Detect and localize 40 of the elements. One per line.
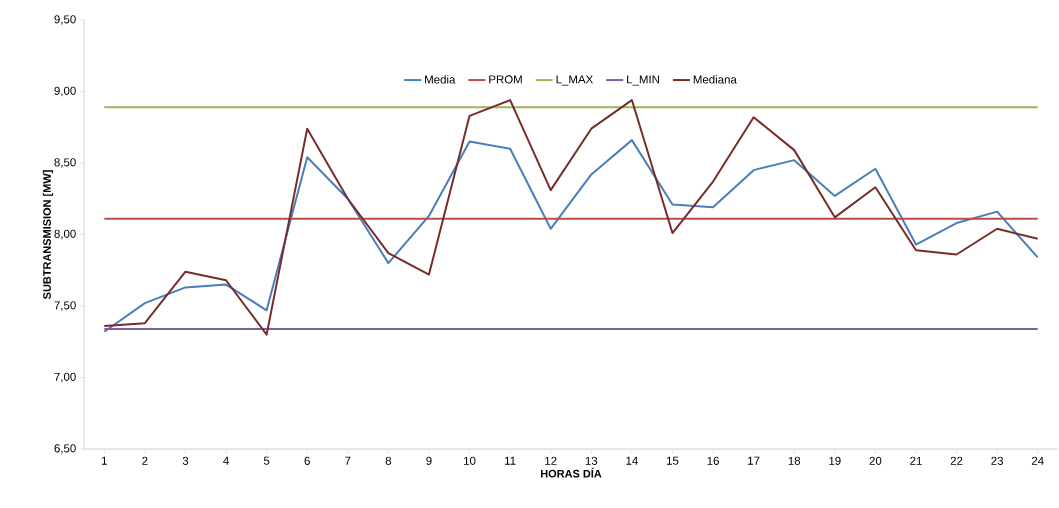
x-tick-label: 18 [788,456,801,465]
x-tick-label: 8 [385,456,392,465]
x-tick-label: 13 [585,456,598,465]
x-tick-label: 19 [829,456,841,465]
line-series [103,139,1039,333]
x-tick-label: 15 [666,456,679,465]
x-tick-label: 16 [707,456,719,465]
y-tick-label: 9,00 [54,86,76,97]
x-tick-label: 4 [223,456,229,465]
x-tick-label: 6 [304,456,310,465]
legend-label: PROM [489,75,522,84]
y-tick-label: 8,00 [54,229,76,240]
x-tick-label: 22 [950,456,963,465]
x-tick-label: 23 [991,456,1003,465]
y-tick-label: 6,50 [54,444,76,454]
y-axis-title: SUBTRANSMISION [MW] [42,170,54,300]
y-tick-label: 7,00 [54,372,76,383]
legend-label: Mediana [693,75,737,84]
legend-label: Media [425,75,456,84]
x-tick-label: 17 [748,456,760,465]
x-tick-label: 21 [910,456,922,465]
legend-label: L_MAX [556,75,593,86]
x-axis-title: HORAS DÍA [540,467,602,478]
y-tick-label: 9,50 [54,15,76,25]
line-series [103,99,1039,336]
x-tick-label: 2 [142,456,148,465]
x-tick-label: 12 [545,456,557,465]
x-tick-label: 5 [263,456,270,465]
x-tick-label: 14 [626,456,638,465]
x-tick-label: 24 [1031,456,1044,465]
x-tick-label: 20 [869,456,882,465]
x-tick-label: 1 [101,456,107,465]
x-tick-label: 11 [505,456,516,465]
y-tick-label: 7,50 [54,301,76,311]
legend-label: L_MIN [627,75,659,86]
x-tick-label: 7 [345,456,351,465]
x-tick-label: 9 [426,456,432,465]
x-tick-label: 10 [464,456,476,465]
y-tick-label: 8,50 [54,158,76,168]
x-tick-label: 3 [182,456,189,465]
